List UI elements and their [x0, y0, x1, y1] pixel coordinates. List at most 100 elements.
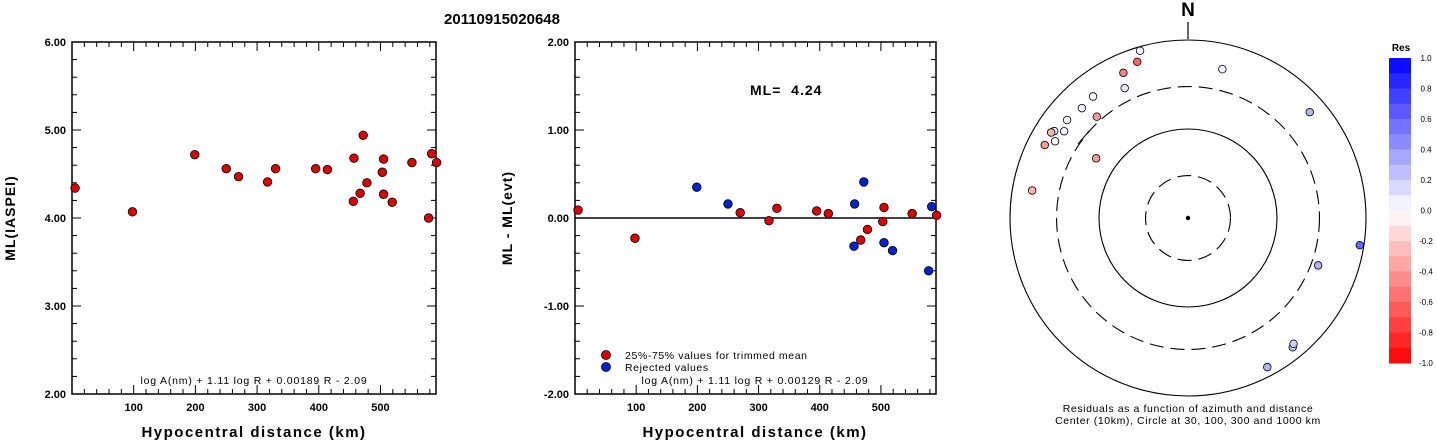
left-y-tick-label: 5.00 — [45, 125, 66, 137]
residual-point — [862, 224, 873, 235]
mid-y-tick-label: -1.00 — [544, 301, 569, 313]
colorbar-cell — [1389, 225, 1411, 242]
colorbar-tick-label: -0.8 — [1419, 329, 1433, 338]
polar-residual-map: N Residuals as a function of azimuth and… — [1009, 0, 1367, 427]
mid-x-tick-label: 300 — [749, 402, 767, 414]
left-y-tick-label: 6.00 — [45, 37, 66, 49]
residual-point — [879, 237, 889, 248]
residual-point — [931, 210, 942, 221]
residual-point — [859, 177, 869, 187]
magnitude-point — [270, 164, 281, 174]
residual-point — [907, 208, 917, 219]
mid-x-tick-label: 100 — [627, 402, 645, 414]
distance-ring — [1144, 174, 1232, 262]
magnitude-point — [426, 149, 437, 159]
colorbar-tick-label: 0.0 — [1420, 207, 1432, 216]
x-axis-label: Hypocentral distance (km) — [642, 424, 867, 441]
colorbar-cell — [1389, 149, 1411, 166]
mid-y-tick-label: 1.00 — [548, 125, 569, 137]
station-residual-point — [1091, 154, 1101, 163]
residual-point — [573, 205, 583, 215]
residual-point — [856, 235, 866, 245]
magnitude-point — [190, 149, 200, 160]
station-residual-point — [1027, 186, 1037, 195]
residual-point — [723, 199, 733, 209]
left-y-tick-label: 3.00 — [45, 301, 66, 313]
magnitude-point — [378, 154, 389, 164]
colorbar-cell — [1389, 256, 1411, 272]
magnitude-point — [387, 197, 397, 207]
formula-label: log A(nm) + 1.11 log R + 0.00129 R - 2.0… — [642, 375, 869, 387]
station-residual-point — [1133, 57, 1142, 67]
station-residual-point — [1263, 362, 1272, 372]
colorbar-title: Res — [1392, 43, 1411, 54]
station-residual-point — [1046, 128, 1056, 137]
colorbar-tick-label: 0.2 — [1420, 176, 1432, 185]
station-residual-point — [1077, 103, 1087, 113]
colorbar-cell — [1389, 271, 1411, 288]
colorbar-tick-label: -0.2 — [1419, 237, 1433, 246]
left-x-tick-label: 300 — [248, 402, 266, 414]
magnitude-point — [70, 183, 80, 193]
colorbar-cell — [1389, 164, 1411, 181]
residual-point — [764, 215, 774, 226]
colorbar-cell — [1389, 73, 1411, 89]
epicenter-marker — [1185, 215, 1191, 221]
colorbar-tick-label: -0.4 — [1419, 268, 1433, 277]
mid-y-tick-label: -2.00 — [544, 389, 569, 401]
magnitude-point — [322, 164, 333, 175]
colorbar-tick-label: 0.4 — [1420, 146, 1432, 155]
magnitude-point — [127, 207, 138, 217]
mid-x-tick-label: 200 — [688, 402, 706, 414]
mid-x-tick-label: 500 — [872, 402, 890, 414]
station-residual-point — [1218, 64, 1227, 74]
magnitude-point — [310, 164, 321, 174]
left-y-tick-label: 2.00 — [45, 389, 66, 401]
station-residual-point — [1040, 140, 1049, 150]
colorbar-cell — [1389, 119, 1411, 135]
residual-point — [630, 233, 640, 243]
station-residual-point — [1088, 92, 1098, 101]
north-label: N — [1181, 0, 1195, 21]
station-residual-point — [1305, 107, 1314, 117]
magnitude-point — [423, 213, 434, 223]
plot-frame — [71, 41, 437, 395]
distance-ring — [1098, 128, 1278, 308]
mid-y-tick-label: 0.00 — [548, 213, 569, 225]
legend-label-trimmed: 25%-75% values for trimmed mean — [625, 350, 808, 362]
colorbar-cell — [1389, 317, 1411, 333]
magnitude-point — [378, 189, 389, 199]
colorbar-cell — [1389, 58, 1411, 74]
colorbar-cell — [1389, 103, 1411, 120]
station-residual-point — [1062, 115, 1072, 125]
colorbar-cell — [1389, 195, 1411, 211]
magnitude-point — [431, 157, 442, 168]
colorbar-tick-label: 0.6 — [1420, 115, 1432, 124]
residual-point — [887, 245, 898, 256]
colorbar-cell — [1389, 302, 1411, 318]
station-residual-point — [1355, 241, 1364, 250]
magnitude-point — [221, 164, 231, 174]
polar-caption-line2: Center (10km), Circle at 30, 100, 300 an… — [1055, 415, 1321, 427]
colorbar-tick-label: 1.0 — [1420, 54, 1432, 63]
x-axis-label: Hypocentral distance (km) — [141, 424, 366, 441]
residual-point — [849, 199, 860, 209]
magnitude-point — [349, 153, 359, 163]
colorbar-cell — [1389, 332, 1411, 349]
station-residual-point — [1119, 68, 1128, 78]
station-residual-point — [1135, 46, 1145, 56]
residual-vs-distance-chart: 100 200 300 400 500 -2.00 -1.00 0.00 1.00 2.00 ML… — [499, 37, 942, 441]
station-residual-point — [1050, 137, 1060, 146]
y-axis-label: ML(IASPEI) — [2, 175, 18, 260]
colorbar-cell — [1389, 134, 1411, 150]
station-residual-point — [1289, 339, 1298, 348]
left-x-tick-label: 400 — [310, 402, 328, 414]
residual-point — [735, 208, 745, 218]
residual-point — [923, 266, 934, 276]
left-x-tick-label: 200 — [186, 402, 204, 414]
colorbar-tick-label: -1.0 — [1419, 359, 1433, 368]
mid-x-tick-label: 400 — [811, 402, 829, 414]
event-title: 20110915020648 — [444, 11, 560, 28]
left-x-tick-label: 100 — [125, 402, 143, 414]
station-residual-point — [1059, 127, 1069, 136]
